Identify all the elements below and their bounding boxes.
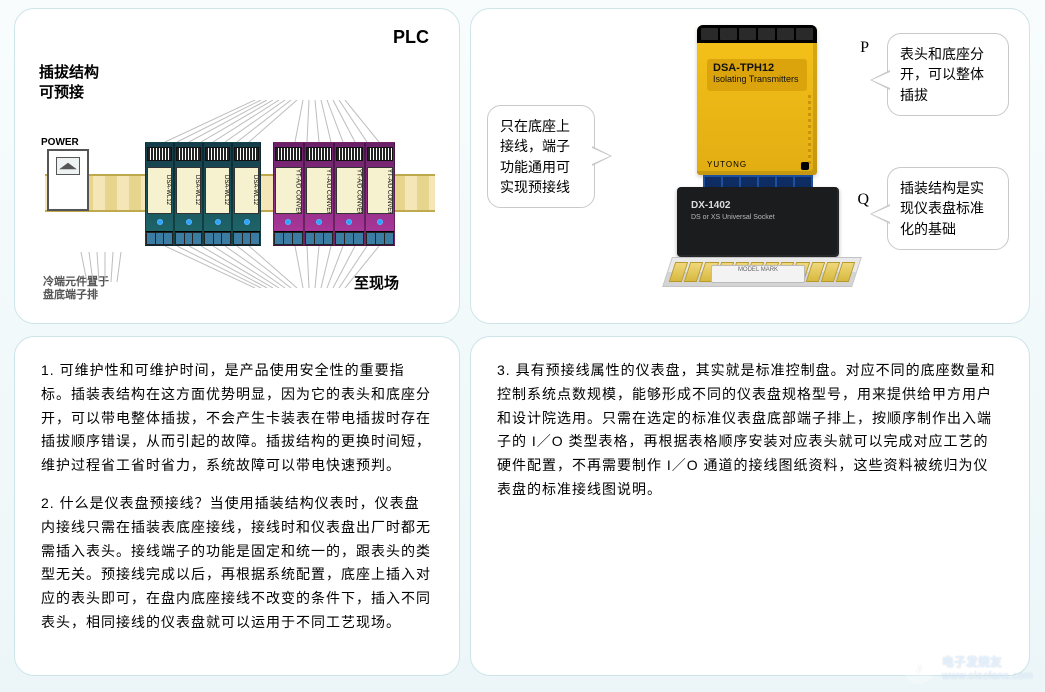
led-icon (285, 219, 291, 225)
module-label: DSA-WL12 (147, 167, 172, 214)
led-icon (244, 219, 250, 225)
panel-text-left: 1. 可维护性和可维护时间，是产品使用安全性的重要指标。插装表结构在这方面优势明… (14, 336, 460, 676)
bottom-terminal-icon (274, 231, 303, 245)
vent-slots-icon (808, 95, 811, 165)
module-slice: DSA-WL12 (232, 142, 261, 246)
bottom-terminal-icon (204, 231, 231, 245)
module-slice: YT-A/D CONVERTER (304, 142, 335, 246)
terminal-strip-icon (306, 147, 333, 161)
terminal-strip-icon (234, 147, 259, 161)
callout-tail-icon (870, 70, 890, 90)
module-label: YT-A/D CONVERTER (367, 167, 394, 214)
text-content-left: 1. 可维护性和可维护时间，是产品使用安全性的重要指标。插装表结构在这方面优势明… (15, 337, 459, 671)
callout-tail-icon (870, 204, 890, 224)
module-label: DSA-WL12 (176, 167, 201, 214)
module-label: YT-A/D CONVERTER (275, 167, 302, 214)
callout-head-separable: 表头和底座分开，可以整体插拔 (887, 33, 1009, 116)
base-body: DX-1402 DS or XS Universal Socket (677, 187, 839, 257)
device-subtitle: Isolating Transmitters (713, 74, 799, 84)
led-icon (186, 219, 192, 225)
watermark-text: 电子发烧友 www.elecfans.com (942, 656, 1033, 681)
module-label: DSA-WL12 (205, 167, 230, 214)
led-icon (377, 219, 383, 225)
fan-lines-to-field (155, 246, 395, 288)
text-content-right: 3. 具有预接线属性的仪表盘，其实就是标准控制盘。对应不同的底座数量和控制系统点… (471, 337, 1029, 538)
paragraph-2: 2. 什么是仪表盘预接线？当使用插装结构仪表时，仪表盘内接线只需在插装表底座接线… (41, 492, 433, 635)
base-model: DX-1402 (691, 200, 730, 211)
bottom-terminal-icon (305, 231, 334, 245)
terminal-strip-icon (205, 147, 230, 161)
callout-base-wiring: 只在底座上接线，端子功能通用可实现预接线 (487, 105, 595, 208)
watermark: ♪ 电子发烧友 www.elecfans.com (904, 654, 1033, 684)
power-supply (47, 149, 89, 211)
terminal-strip-icon (367, 147, 394, 161)
terminal-strip-icon (275, 147, 302, 161)
module-slice: YT-A/D CONVERTER (273, 142, 304, 246)
callout-text: 只在底座上接线，端子功能通用可实现预接线 (500, 118, 570, 195)
module-slice: DSA-WL12 (203, 142, 232, 246)
device-brand: YUTONG (707, 160, 747, 169)
terminal-strip-icon (147, 147, 172, 161)
watermark-url: www.elecfans.com (942, 670, 1033, 682)
fan-lines-cold-junction (75, 252, 135, 282)
bottom-terminal-icon (146, 231, 173, 245)
base-foot-label: MODEL MARK (711, 265, 805, 283)
device-nameplate: DSA-TPH12 Isolating Transmitters (707, 59, 807, 91)
module-label: YT-A/D CONVERTER (306, 167, 333, 214)
module-group-magenta: YT-A/D CONVERTER YT-A/D CONVERTER YT-A/D… (273, 142, 395, 246)
led-icon (346, 219, 352, 225)
watermark-title: 电子发烧友 (942, 656, 1033, 669)
fan-lines-to-plc (155, 100, 395, 142)
module-label: DSA-WL12 (234, 167, 259, 214)
device-base-black: DX-1402 DS or XS Universal Socket MODEL … (677, 175, 839, 283)
bottom-terminal-icon (233, 231, 260, 245)
base-subtitle: DS or XS Universal Socket (691, 214, 775, 221)
led-icon (215, 219, 221, 225)
paragraph-1: 1. 可维护性和可维护时间，是产品使用安全性的重要指标。插装表结构在这方面优势明… (41, 359, 433, 478)
callout-tail-icon (592, 146, 612, 166)
terminal-strip-icon (336, 147, 363, 161)
brand-logo-icon (801, 162, 809, 170)
label-pluggable: 插拔结构 可预接 (39, 63, 99, 102)
led-icon (157, 219, 163, 225)
panel-diagram-plc: PLC 插拔结构 可预接 POWER 冷端元件置于 盘底端子排 至现场 (14, 8, 460, 324)
diagram-device-content: 只在底座上接线，端子功能通用可实现预接线 表头和底座分开，可以整体插拔 插装结构… (471, 9, 1029, 323)
label-plc: PLC (393, 27, 429, 48)
panel-diagram-device: 只在底座上接线，端子功能通用可实现预接线 表头和底座分开，可以整体插拔 插装结构… (470, 8, 1030, 324)
base-nameplate: DX-1402 DS or XS Universal Socket (691, 199, 775, 223)
power-meter-icon (56, 157, 80, 175)
diagram-plc-content: PLC 插拔结构 可预接 POWER 冷端元件置于 盘底端子排 至现场 (15, 9, 459, 323)
device-model: DSA-TPH12 (713, 62, 774, 74)
module-group-green: DSA-WL12 DSA-WL12 DSA-WL12 (145, 142, 261, 246)
watermark-logo-icon: ♪ (904, 654, 934, 684)
bottom-terminal-icon (175, 231, 202, 245)
led-icon (316, 219, 322, 225)
module-slice: DSA-WL12 (174, 142, 203, 246)
bottom-terminal-icon (335, 231, 364, 245)
module-slice: YT-A/D CONVERTER (334, 142, 365, 246)
device-head-yellow: DSA-TPH12 Isolating Transmitters YUTONG (697, 25, 817, 175)
module-label: YT-A/D CONVERTER (336, 167, 363, 214)
bottom-terminal-icon (366, 231, 395, 245)
label-pluggable-line1: 插拔结构 可预接 (39, 64, 99, 101)
callout-text: 表头和底座分开，可以整体插拔 (900, 46, 984, 103)
device-assembly: DSA-TPH12 Isolating Transmitters YUTONG … (653, 25, 863, 315)
paragraph-3: 3. 具有预接线属性的仪表盘，其实就是标准控制盘。对应不同的底座数量和控制系统点… (497, 359, 1003, 502)
module-slice: YT-A/D CONVERTER (365, 142, 396, 246)
device-top-terminals-icon (697, 25, 817, 43)
rail-assembly: DSA-WL12 DSA-WL12 DSA-WL12 (35, 104, 435, 284)
panel-text-right: 3. 具有预接线属性的仪表盘，其实就是标准控制盘。对应不同的底座数量和控制系统点… (470, 336, 1030, 676)
terminal-strip-icon (176, 147, 201, 161)
callout-text: 插装结构是实现仪表盘标准化的基础 (900, 180, 984, 237)
module-slice: DSA-WL12 (145, 142, 174, 246)
callout-standardization: 插装结构是实现仪表盘标准化的基础 (887, 167, 1009, 250)
